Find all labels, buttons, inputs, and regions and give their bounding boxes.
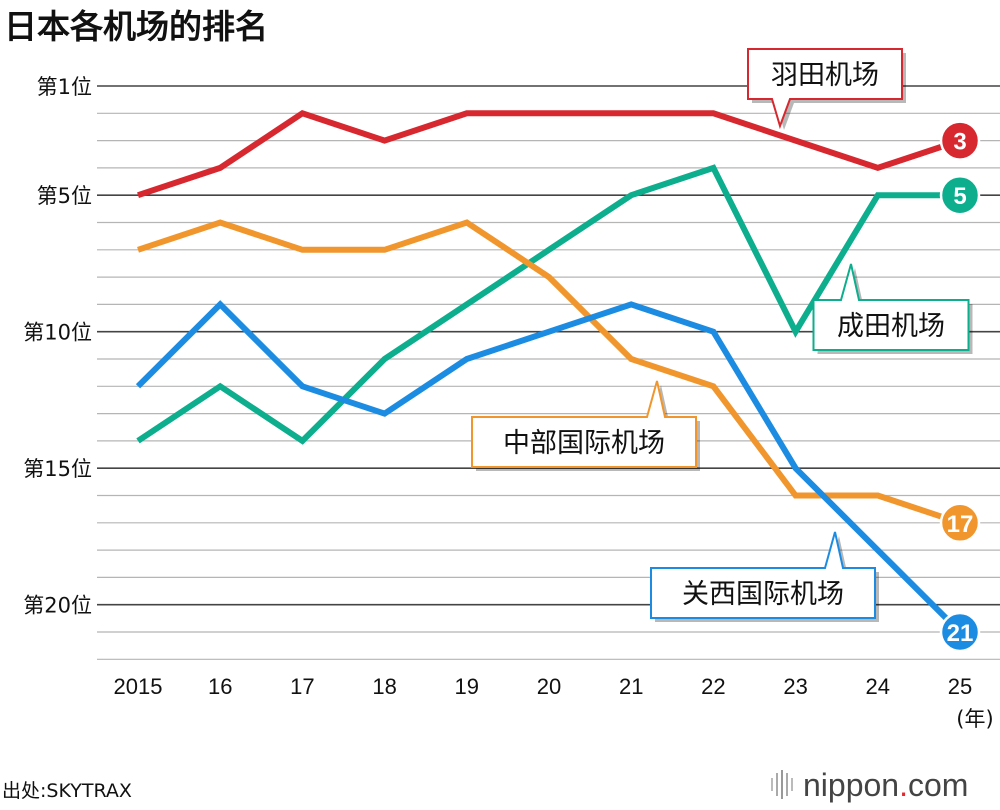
end-marker-label: 3 — [953, 129, 966, 156]
end-marker-label: 17 — [947, 511, 974, 538]
series-callout: 关西国际机场 — [650, 531, 879, 622]
brand-text: nippon.com — [803, 767, 968, 803]
y-tick-label: 第10位 — [23, 321, 92, 345]
end-marker-circle — [939, 120, 981, 161]
y-tick-label: 第1位 — [37, 75, 92, 99]
callout-label: 中部国际机场 — [503, 428, 665, 459]
callout-box — [812, 263, 970, 351]
series-end-marker: 3 — [939, 120, 981, 161]
series-callout: 成田机场 — [812, 263, 973, 354]
end-marker-label: 21 — [947, 620, 974, 647]
series-line — [137, 109, 961, 199]
callout-label: 羽田机场 — [771, 60, 879, 91]
brand-logo: nippon.com — [771, 767, 968, 803]
end-marker-circle — [939, 611, 981, 653]
series-end-marker: 5 — [939, 174, 981, 216]
chart-title: 日本各机场的排名 — [4, 7, 268, 46]
y-tick-label: 第15位 — [23, 457, 92, 481]
x-tick-label: 18 — [372, 674, 396, 699]
x-tick-label: 25 — [948, 674, 972, 699]
y-tick-label: 第20位 — [23, 594, 92, 618]
series-line — [135, 300, 963, 635]
callout-label: 成田机场 — [837, 311, 945, 342]
series-callout: 中部国际机场 — [471, 380, 700, 471]
source-note: 出处:SKYTRAX — [2, 780, 132, 802]
x-axis-ticks: 2015 16 17 18 19 20 21 22 23 24 25 — [114, 674, 973, 699]
brand-bars-icon — [771, 770, 793, 799]
series-line — [136, 164, 960, 445]
series-lines — [135, 109, 963, 635]
callout-box — [650, 531, 876, 619]
x-tick-label: 23 — [783, 674, 807, 699]
series-end-marker: 21 — [939, 611, 981, 653]
x-tick-label: 16 — [208, 674, 232, 699]
callout-box — [471, 380, 697, 468]
end-marker-label: 5 — [953, 183, 966, 210]
series-end-marker: 17 — [939, 502, 981, 544]
x-tick-label: 17 — [290, 674, 314, 699]
callout-box — [747, 48, 903, 130]
x-tick-label: 20 — [537, 674, 561, 699]
x-axis-unit: (年) — [956, 707, 993, 731]
x-tick-label: 2015 — [114, 674, 163, 699]
series-end-markers: 3 5 17 21 — [939, 120, 981, 653]
end-marker-circle — [939, 502, 981, 544]
end-marker-circle — [939, 174, 981, 216]
x-tick-label: 21 — [619, 674, 643, 699]
series-callout: 羽田机场 — [747, 48, 906, 130]
x-tick-label: 19 — [455, 674, 479, 699]
y-tick-label: 第5位 — [37, 184, 92, 208]
x-tick-label: 24 — [866, 674, 890, 699]
callout-label: 关西国际机场 — [682, 579, 844, 610]
x-tick-label: 22 — [701, 674, 725, 699]
